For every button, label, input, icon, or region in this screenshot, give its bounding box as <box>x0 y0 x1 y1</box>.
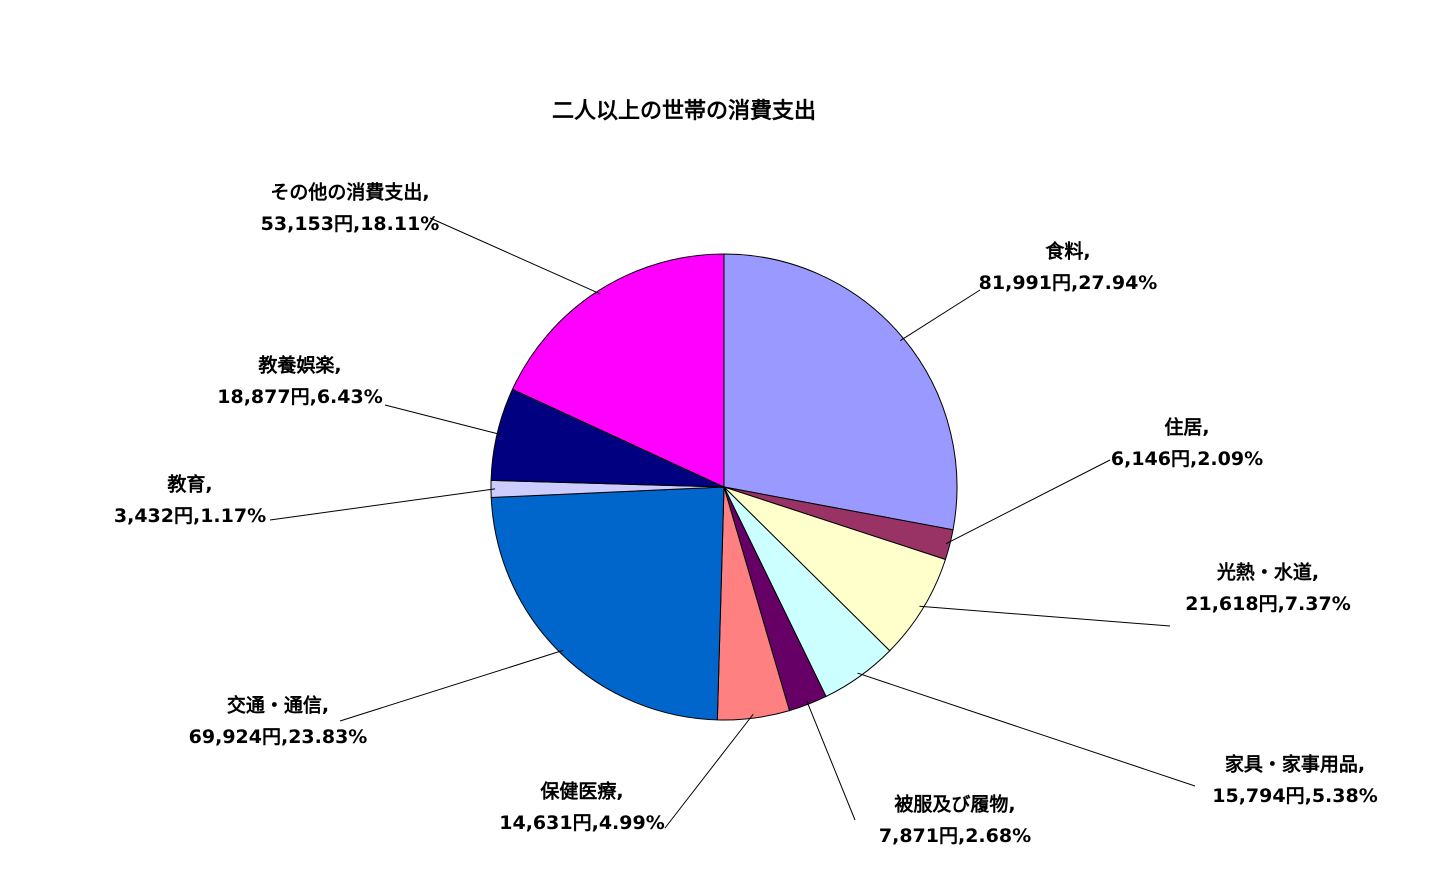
percent-label: 23.83% <box>288 726 367 748</box>
slice-value: 6,146円,2.09% <box>1111 448 1263 470</box>
slice-category: その他の消費支出, <box>270 181 429 204</box>
slice-category: 保健医療, <box>539 780 623 803</box>
slice-value: 14,631円,4.99% <box>499 812 664 834</box>
percent-label: 5.38% <box>1312 785 1378 807</box>
slice-category: 教育, <box>167 473 212 496</box>
value-label: 6,146円, <box>1111 448 1197 470</box>
slice-value: 3,432円,1.17% <box>114 505 266 527</box>
percent-label: 2.68% <box>965 825 1031 847</box>
slice-value: 53,153円,18.11% <box>261 213 440 235</box>
slice-value: 15,794円,5.38% <box>1212 785 1377 807</box>
percent-label: 18.11% <box>360 213 439 235</box>
slice-value: 81,991円,27.94% <box>979 272 1158 294</box>
leader-line <box>806 700 856 821</box>
slice-category: 家具・家事用品, <box>1225 753 1365 776</box>
leader-line <box>429 217 601 295</box>
slice-category: 食料, <box>1045 240 1090 263</box>
slice-category: 住居, <box>1164 416 1209 439</box>
value-label: 53,153円, <box>261 213 361 235</box>
slice-category: 光熱・水道, <box>1216 561 1319 584</box>
slice-value: 69,924円,23.83% <box>189 726 368 748</box>
percent-label: 6.43% <box>317 386 383 408</box>
leader-line <box>384 404 502 436</box>
value-label: 69,924円, <box>189 726 289 748</box>
percent-label: 2.09% <box>1197 448 1263 470</box>
percent-label: 4.99% <box>599 812 665 834</box>
leader-line <box>899 289 981 342</box>
slice-category: 交通・通信, <box>227 694 329 717</box>
percent-label: 7.37% <box>1285 593 1351 615</box>
pie-slice <box>490 486 725 721</box>
value-label: 15,794円, <box>1212 785 1312 807</box>
value-label: 7,871円, <box>879 825 965 847</box>
slice-category: 被服及び履物, <box>894 793 1015 816</box>
percent-label: 1.17% <box>200 505 266 527</box>
value-label: 21,618円, <box>1185 593 1285 615</box>
slice-category: 教養娯楽, <box>258 354 341 377</box>
leader-line <box>269 488 496 521</box>
pie-slice <box>723 253 958 531</box>
slice-value: 7,871円,2.68% <box>879 825 1031 847</box>
percent-label: 27.94% <box>1078 272 1157 294</box>
value-label: 81,991円, <box>979 272 1079 294</box>
leader-line <box>919 605 1171 627</box>
leader-line <box>857 672 1196 787</box>
chart-title: 二人以上の世帯の消費支出 <box>552 98 816 124</box>
value-label: 18,877円, <box>217 386 317 408</box>
value-label: 14,631円, <box>499 812 599 834</box>
value-label: 3,432円, <box>114 505 200 527</box>
leader-line <box>945 459 1111 545</box>
pie-slice <box>723 486 947 652</box>
pie-slice <box>511 253 725 488</box>
leader-line <box>664 713 754 829</box>
slice-value: 18,877円,6.43% <box>217 386 382 408</box>
slice-value: 21,618円,7.37% <box>1185 593 1350 615</box>
leader-line <box>339 649 564 722</box>
